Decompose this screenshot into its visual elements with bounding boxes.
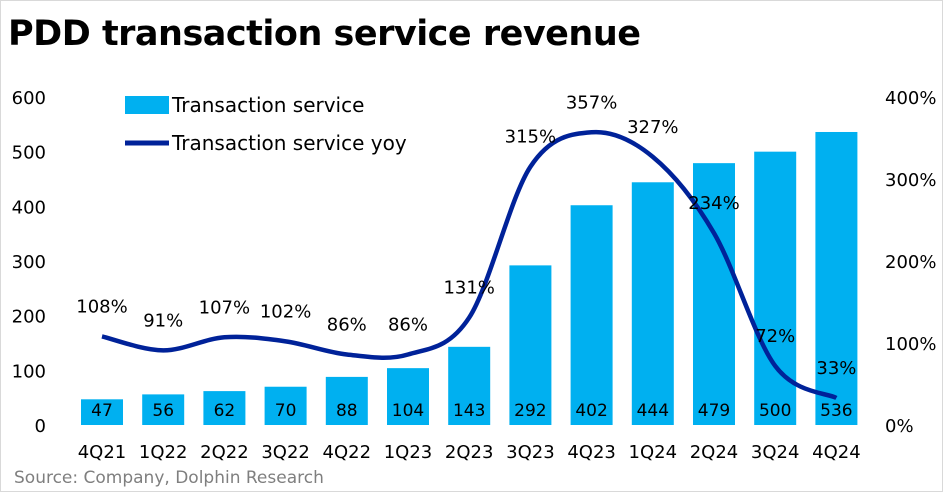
- x-tick-label: 1Q24: [629, 442, 678, 463]
- bar: [264, 386, 307, 425]
- yoy-data-label: 91%: [143, 310, 183, 331]
- yoy-data-label: 234%: [688, 193, 739, 214]
- bar: [570, 205, 613, 425]
- y-tick-label: 600: [12, 88, 46, 109]
- y2-tick-label: 300%: [885, 170, 936, 191]
- legend-bar-label: Transaction service: [171, 93, 364, 117]
- x-tick-label: 4Q24: [812, 442, 861, 463]
- y2-tick-label: 400%: [885, 88, 936, 109]
- x-tick-label: 3Q22: [261, 442, 310, 463]
- x-tick-label: 2Q23: [445, 442, 494, 463]
- yoy-data-label: 33%: [816, 358, 856, 379]
- chart-title: PDD transaction service revenue: [8, 14, 641, 54]
- y-tick-label: 400: [12, 197, 46, 218]
- y-tick-label: 100: [12, 361, 46, 382]
- x-tick-label: 2Q24: [690, 442, 739, 463]
- bar-data-label: 479: [698, 401, 730, 421]
- bar: [203, 391, 246, 425]
- y2-tick-label: 100%: [885, 334, 936, 355]
- bar-data-label: 62: [214, 401, 236, 421]
- bar-data-label: 88: [336, 401, 358, 421]
- x-tick-label: 4Q23: [567, 442, 616, 463]
- bar-data-label: 292: [514, 401, 546, 421]
- x-tick-label: 2Q22: [200, 442, 249, 463]
- bar: [631, 182, 674, 425]
- legend-line-label: Transaction service yoy: [171, 131, 407, 155]
- bar-data-label: 47: [91, 401, 113, 421]
- yoy-data-label: 86%: [327, 314, 367, 335]
- y-tick-label: 300: [12, 252, 46, 273]
- y2-tick-label: 200%: [885, 252, 936, 273]
- x-tick-label: 1Q23: [384, 442, 433, 463]
- bar: [693, 163, 735, 425]
- yoy-data-label: 108%: [76, 296, 127, 317]
- bar-data-label: 70: [275, 401, 297, 421]
- bar: [81, 399, 123, 425]
- legend-bar-swatch: [125, 96, 169, 114]
- bar-data-label: 402: [575, 401, 607, 421]
- bar: [448, 346, 491, 425]
- x-tick-label: 1Q22: [139, 442, 188, 463]
- yoy-data-label: 102%: [260, 301, 311, 322]
- bar: [815, 131, 858, 425]
- bar-data-label: 536: [820, 401, 852, 421]
- legend: Transaction service Transaction service …: [125, 93, 407, 155]
- yoy-data-label: 357%: [566, 92, 617, 113]
- y-tick-label: 500: [12, 143, 46, 164]
- bar: [325, 376, 368, 425]
- x-tick-label: 4Q21: [78, 442, 127, 463]
- bar-data-label: 56: [152, 401, 174, 421]
- yoy-data-label: 72%: [755, 326, 795, 347]
- bar-data-label: 143: [453, 401, 485, 421]
- y2-tick-label: 0%: [885, 416, 914, 437]
- bar-data-label: 104: [392, 401, 424, 421]
- yoy-data-label: 107%: [199, 297, 250, 318]
- y-tick-label: 200: [12, 307, 46, 328]
- bar: [509, 265, 552, 425]
- bar: [142, 394, 185, 425]
- yoy-line: [101, 129, 838, 401]
- bar-data-label: 444: [637, 401, 669, 421]
- yoy-data-label: 327%: [627, 117, 678, 138]
- yoy-data-label: 86%: [388, 314, 428, 335]
- x-tick-label: 3Q24: [751, 442, 800, 463]
- source-note: Source: Company, Dolphin Research: [14, 468, 324, 488]
- yoy-data-label: 315%: [505, 127, 556, 148]
- bar: [754, 151, 797, 425]
- x-tick-label: 4Q22: [323, 442, 372, 463]
- x-tick-label: 3Q23: [506, 442, 555, 463]
- bar-data-label: 500: [759, 401, 791, 421]
- y-tick-label: 0: [35, 416, 46, 437]
- bar: [387, 368, 429, 425]
- yoy-data-label: 131%: [443, 278, 494, 299]
